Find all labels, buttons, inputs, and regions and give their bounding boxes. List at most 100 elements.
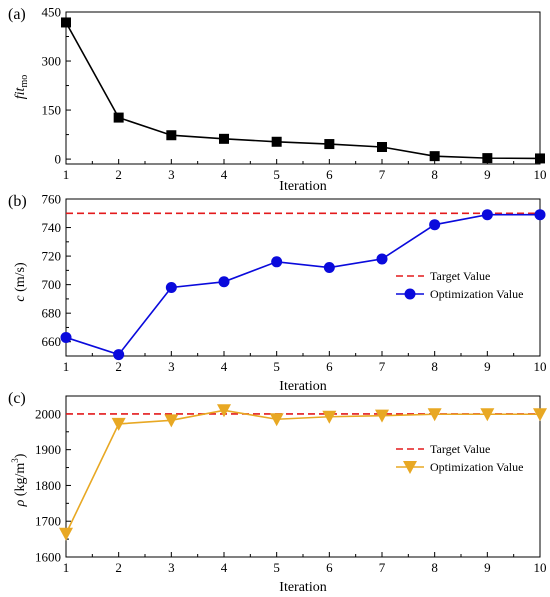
panel-b: (b) c (m/s) Iteration 1 2 3 4 5 6 7 8 9 10 660 680 7… <box>8 192 547 395</box>
panel-b-data-point <box>323 262 335 274</box>
panel-b-data-point <box>534 209 546 221</box>
panel-a-ytick-label: 450 <box>42 5 62 20</box>
panel-c-data-point <box>533 408 547 422</box>
panel-c-data-point <box>59 527 73 541</box>
panel-a-xtick-label: 2 <box>115 167 122 182</box>
panel-b-ytick-label: 740 <box>42 220 62 235</box>
panel-c-ylabel: ρ (kg/m3) <box>10 453 28 507</box>
panel-a-frame <box>65 11 541 165</box>
panel-c-data-point <box>111 417 126 431</box>
panel-c-legend-series-label: Optimization Value <box>430 460 523 474</box>
panel-c: (c) ρ (kg/m3) Iteration 1 2 3 4 5 6 7 8 9 1016001… <box>8 390 547 595</box>
panel-c-xtick-label: 7 <box>379 560 386 575</box>
panel-b-xlabel: Iteration <box>279 379 326 394</box>
panel-b-legend-series-marker <box>404 288 416 300</box>
panel-c-xtick-label: 8 <box>431 560 438 575</box>
panel-c-series-line <box>65 409 540 535</box>
panel-c-data-point <box>164 414 179 428</box>
panel-c-ylabel-main: ρ <box>13 499 28 507</box>
panel-b-plot: 1 2 3 4 5 6 7 8 9 10 660 680 700 720 740 760 Target Valu… <box>42 192 547 375</box>
panel-b-xtick-label: 4 <box>221 359 228 374</box>
panel-b-ylabel: c (m/s) <box>13 262 28 302</box>
panel-b-label: (b) <box>8 193 27 210</box>
panel-b-data-point <box>481 209 493 221</box>
panel-a: (a) fitmo Iteration 1 2 3 4 5 6 7 8 9 10 0 150 300 45… <box>8 5 547 195</box>
panel-c-ylabel-sup: 3 <box>10 458 20 463</box>
panel-b-data-point <box>271 256 283 268</box>
panel-a-ytick-label: 0 <box>55 152 62 167</box>
panel-c-data-point <box>480 408 495 422</box>
panel-c-xtick-label: 4 <box>221 560 228 575</box>
panel-a-data-point <box>271 136 282 147</box>
panel-c-ylabel-unit: (kg/m <box>13 463 28 500</box>
panel-b-ytick-label: 700 <box>42 277 62 292</box>
panel-a-data-point <box>482 153 493 164</box>
panel-c-legend-target-label: Target Value <box>430 442 490 456</box>
panel-b-xtick-label: 9 <box>484 359 491 374</box>
panel-b-series-line <box>65 213 540 356</box>
panel-a-ytick-label: 300 <box>42 54 62 69</box>
panel-b-ytick-label: 680 <box>42 306 62 321</box>
panel-a-data-point <box>166 130 177 141</box>
panel-b-xtick-label: 2 <box>115 359 122 374</box>
panel-a-xtick-label: 5 <box>273 167 280 182</box>
panel-c-ytick-label: 1600 <box>35 550 61 565</box>
panel-c-data-point <box>427 408 442 422</box>
panel-b-data-point <box>165 281 177 293</box>
panel-a-data-point <box>219 133 229 144</box>
panel-c-xtick-label: 2 <box>115 560 122 575</box>
panel-a-ylabel: fitmo <box>13 75 30 99</box>
panel-a-label: (a) <box>8 6 26 23</box>
panel-c-xtick-label: 10 <box>534 560 547 575</box>
panel-b-ytick-label: 660 <box>42 334 62 349</box>
panel-c-xtick-label: 5 <box>273 560 280 575</box>
panel-a-xtick-label: 6 <box>326 167 333 182</box>
panel-a-plot: 1 2 3 4 5 6 7 8 9 10 0 150 300 450 <box>42 5 547 183</box>
panel-b-xtick-label: 10 <box>534 359 547 374</box>
panel-a-data-point <box>113 112 124 123</box>
panel-a-xtick-label: 8 <box>431 167 438 182</box>
panel-c-label: (c) <box>8 390 26 407</box>
panel-b-data-point <box>60 331 72 343</box>
panel-c-ytick-label: 1700 <box>35 514 61 529</box>
panel-a-xtick-label: 4 <box>221 167 228 182</box>
panel-a-ylabel-sub: mo <box>19 75 30 88</box>
panel-b-xtick-label: 6 <box>326 359 333 374</box>
panel-a-xlabel: Iteration <box>279 179 326 194</box>
panel-b-xtick-label: 8 <box>431 359 438 374</box>
panel-a-data-point <box>377 142 387 153</box>
panel-b-ytick-label: 720 <box>42 249 62 264</box>
panel-b-ylabel-unit: (m/s) <box>13 262 28 295</box>
panel-b-legend-target-label: Target Value <box>430 269 490 283</box>
panel-b-ylabel-main: c <box>13 295 28 302</box>
panel-c-plot: 1 2 3 4 5 6 7 8 9 10 1600 1700 1800 1900 2000 Target Va… <box>35 395 547 575</box>
panel-a-xtick-label: 3 <box>168 167 175 182</box>
panel-a-xtick-label: 9 <box>484 167 491 182</box>
panel-b-data-point <box>429 219 441 231</box>
panel-b-legend-series-label: Optimization Value <box>430 287 523 301</box>
panel-c-xtick-label: 6 <box>326 560 333 575</box>
panel-c-data-point <box>322 410 337 424</box>
panel-c-data-point <box>217 404 231 418</box>
panel-a-ytick-label: 150 <box>42 103 62 118</box>
panel-a-ylabel-main: fit <box>13 86 28 99</box>
panel-c-xtick-label: 9 <box>484 560 491 575</box>
panel-c-legend-series-marker <box>403 461 417 474</box>
panel-c-ytick-label: 1800 <box>35 478 61 493</box>
panel-c-ylabel-close: ) <box>13 453 28 458</box>
panel-b-data-point <box>376 253 388 265</box>
panel-a-data-point <box>61 17 71 28</box>
panel-c-ytick-label: 2000 <box>35 406 61 421</box>
panel-c-xlabel: Iteration <box>279 580 326 595</box>
panel-a-xtick-label: 7 <box>379 167 386 182</box>
panel-b-xtick-label: 7 <box>379 359 386 374</box>
panel-a-series-line <box>65 22 541 160</box>
panel-b-ytick-label: 760 <box>42 192 62 207</box>
panel-c-data-point <box>269 413 284 427</box>
panel-c-frame <box>65 395 541 558</box>
panel-a-data-point <box>429 151 440 162</box>
panel-c-ytick-label: 1900 <box>35 442 61 457</box>
panel-a-data-point <box>324 139 335 150</box>
panel-b-xtick-label: 1 <box>63 359 70 374</box>
